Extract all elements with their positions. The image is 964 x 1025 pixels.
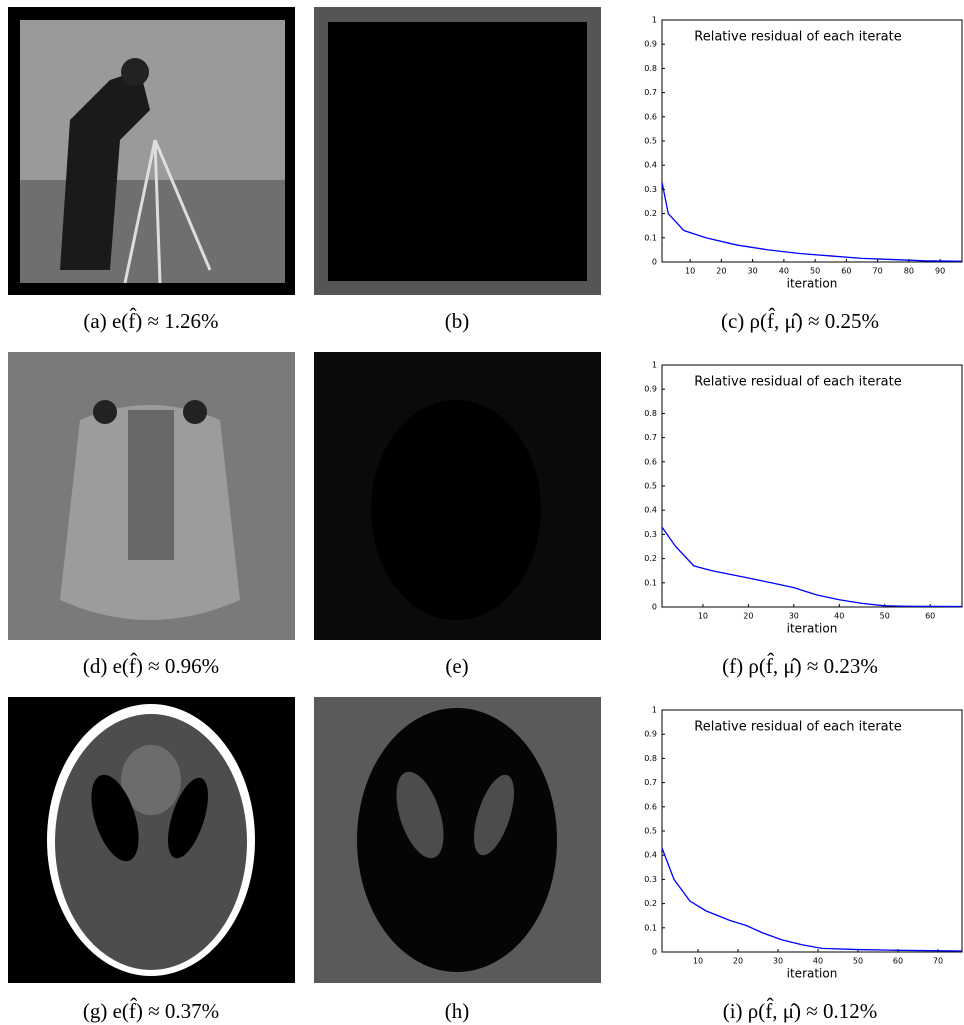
caption: (a) e(f̂) ≈ 1.26%	[83, 308, 218, 333]
y-tick-label: 0.1	[644, 923, 657, 932]
y-tick-label: 0.7	[644, 88, 657, 97]
caption: (d) e(f̂) ≈ 0.96%	[83, 653, 219, 678]
chart-title: Relative residual of each iterate	[694, 720, 901, 735]
plot-area	[662, 365, 962, 607]
y-tick-label: 0.9	[644, 385, 657, 394]
figure: (a) e(f̂) ≈ 1.26% (b) (c) ρ(f̂, μ̂) ≈ 0.25…	[0, 0, 964, 1025]
y-tick-label: 1	[652, 16, 657, 25]
x-tick-label: 30	[789, 612, 799, 621]
x-axis-label: iteration	[787, 622, 838, 636]
y-tick-label: 0.5	[644, 137, 657, 146]
y-tick-label: 0.2	[644, 209, 657, 218]
x-tick-label: 10	[685, 267, 695, 276]
y-tick-label: 0	[652, 603, 657, 612]
x-tick-label: 10	[698, 612, 708, 621]
y-tick-label: 0.4	[644, 506, 657, 515]
page: (a) e(f̂) ≈ 1.26% (b) (c) ρ(f̂, μ̂) ≈ 0.25…	[0, 0, 964, 1025]
x-axis-label: iteration	[787, 967, 838, 981]
y-tick-label: 0.4	[644, 161, 657, 170]
x-axis-label: iteration	[787, 277, 838, 291]
y-tick-label: 0.7	[644, 433, 657, 442]
x-tick-label: 30	[773, 957, 783, 966]
x-tick-label: 40	[834, 612, 844, 621]
y-tick-label: 0.3	[644, 875, 657, 884]
y-tick-label: 0	[652, 258, 657, 267]
y-tick-label: 1	[652, 706, 657, 715]
caption: (i) ρ(f̂, μ̂) ≈ 0.12%	[723, 998, 878, 1023]
x-tick-label: 70	[933, 957, 943, 966]
y-tick-label: 0.2	[644, 899, 657, 908]
caption: (e)	[445, 654, 468, 678]
x-tick-label: 60	[925, 612, 935, 621]
caption: (f) ρ(f̂, μ̂) ≈ 0.23%	[722, 653, 878, 678]
y-tick-label: 0.9	[644, 40, 657, 49]
x-tick-label: 20	[743, 612, 753, 621]
caption: (c) ρ(f̂, μ̂) ≈ 0.25%	[721, 308, 879, 333]
x-tick-label: 50	[853, 957, 863, 966]
x-tick-label: 40	[779, 267, 789, 276]
x-tick-label: 90	[935, 267, 945, 276]
x-tick-label: 60	[893, 957, 903, 966]
y-tick-label: 0.5	[644, 482, 657, 491]
chart-title: Relative residual of each iterate	[694, 375, 901, 390]
y-tick-label: 0.6	[644, 802, 657, 811]
y-tick-label: 0.2	[644, 554, 657, 563]
image-cameraman	[8, 7, 295, 295]
y-tick-label: 0.1	[644, 578, 657, 587]
y-tick-label: 0.8	[644, 64, 657, 73]
y-tick-label: 0.8	[644, 754, 657, 763]
y-tick-label: 0.7	[644, 778, 657, 787]
caption: (g) e(f̂) ≈ 0.37%	[83, 998, 219, 1023]
x-tick-label: 10	[693, 957, 703, 966]
y-tick-label: 0.6	[644, 112, 657, 121]
y-tick-label: 1	[652, 361, 657, 370]
x-tick-label: 20	[716, 267, 726, 276]
y-tick-label: 0.6	[644, 457, 657, 466]
x-tick-label: 70	[873, 267, 883, 276]
x-tick-label: 40	[813, 957, 823, 966]
chart-title: Relative residual of each iterate	[694, 30, 901, 45]
y-tick-label: 0.8	[644, 409, 657, 418]
y-tick-label: 0.1	[644, 233, 657, 242]
y-tick-label: 0.3	[644, 530, 657, 539]
x-tick-label: 80	[904, 267, 914, 276]
plot-area	[662, 710, 962, 952]
y-tick-label: 0.4	[644, 851, 657, 860]
caption: (h)	[445, 999, 470, 1023]
image-phantom	[8, 697, 295, 983]
y-tick-label: 0.3	[644, 185, 657, 194]
x-tick-label: 20	[733, 957, 743, 966]
image-difference-e	[314, 352, 601, 640]
image-difference-b	[314, 7, 601, 295]
caption: (b)	[445, 309, 470, 333]
x-tick-label: 30	[748, 267, 758, 276]
y-tick-label: 0	[652, 948, 657, 957]
image-difference-h	[314, 697, 601, 983]
image-baboon	[8, 352, 295, 640]
plot-area	[662, 20, 962, 262]
x-tick-label: 50	[880, 612, 890, 621]
y-tick-label: 0.5	[644, 827, 657, 836]
x-tick-label: 50	[810, 267, 820, 276]
x-tick-label: 60	[841, 267, 851, 276]
y-tick-label: 0.9	[644, 730, 657, 739]
